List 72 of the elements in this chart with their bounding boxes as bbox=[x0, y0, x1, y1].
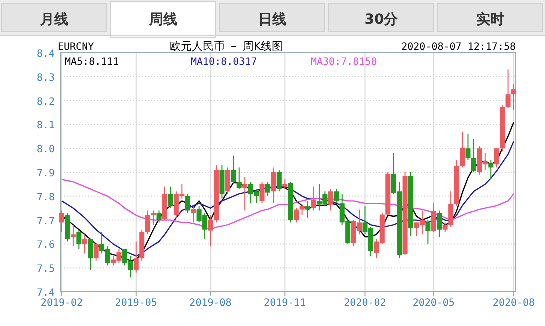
candlestick bbox=[460, 131, 466, 168]
y-tick-label: 8.3 bbox=[36, 72, 55, 84]
text: MA5:8.111 bbox=[65, 57, 120, 68]
candlestick bbox=[488, 160, 494, 180]
candlestick bbox=[437, 210, 442, 238]
y-tick-label: 8.1 bbox=[36, 120, 55, 132]
candlestick bbox=[282, 179, 288, 190]
candlestick bbox=[208, 215, 214, 248]
text: 30分 bbox=[364, 12, 400, 28]
candlestick bbox=[426, 220, 431, 245]
candlestick bbox=[185, 194, 190, 214]
x-tick-label: 2020-05 bbox=[412, 298, 455, 309]
y-tick-label: 7.5 bbox=[36, 264, 55, 276]
candlestick bbox=[466, 134, 471, 162]
candlestick bbox=[494, 148, 500, 168]
x-tick-label: 2019-02 bbox=[40, 298, 84, 309]
candlestick bbox=[328, 188, 334, 212]
y-tick-label: 7.9 bbox=[36, 168, 55, 180]
candlestick bbox=[276, 170, 282, 192]
candlestick bbox=[271, 167, 276, 204]
candlestick bbox=[70, 224, 76, 248]
candlestick bbox=[431, 203, 436, 233]
candlestick bbox=[82, 234, 88, 254]
text: 周线 bbox=[148, 12, 178, 28]
candlestick bbox=[191, 205, 196, 224]
y-tick-label: 7.8 bbox=[36, 192, 55, 204]
y-tick-label: 8.4 bbox=[36, 49, 55, 60]
candlestick bbox=[134, 241, 139, 274]
candlestick bbox=[76, 229, 82, 250]
candlestick bbox=[168, 186, 174, 209]
candlestick bbox=[65, 212, 70, 242]
candlestick bbox=[225, 167, 230, 195]
candlestick bbox=[88, 238, 94, 271]
x-tick-label: 2019-05 bbox=[115, 298, 158, 309]
candlestick bbox=[300, 204, 305, 216]
text: 2020-08-07 12:17:58 bbox=[402, 42, 516, 53]
x-tick-label: 2019-08 bbox=[190, 298, 232, 309]
candlestick bbox=[60, 210, 64, 233]
y-tick-label: 7.4 bbox=[36, 288, 55, 299]
candlestick bbox=[260, 182, 265, 204]
candlestick bbox=[334, 188, 340, 204]
candlestick bbox=[145, 210, 150, 236]
y-tick-label: 8.2 bbox=[36, 96, 55, 108]
candlestick bbox=[506, 69, 511, 108]
y-tick-label: 7.6 bbox=[36, 240, 55, 252]
text: 实时 bbox=[476, 11, 504, 28]
candlestick bbox=[311, 186, 316, 212]
candlestick bbox=[294, 208, 300, 224]
candlestick bbox=[231, 155, 236, 185]
candlestick bbox=[242, 176, 248, 212]
candlestick bbox=[442, 222, 448, 233]
text: MA10:8.0317 bbox=[191, 57, 258, 68]
text: MA30:7.8158 bbox=[311, 57, 378, 68]
candlestick bbox=[306, 200, 311, 218]
chart-title: 欧元人民币 － 周K线图 bbox=[170, 40, 284, 53]
candlestick bbox=[156, 210, 162, 224]
y-tick-label: 7.7 bbox=[36, 216, 55, 228]
candlestick bbox=[220, 164, 225, 200]
text: 日线 bbox=[258, 12, 286, 28]
candlestick bbox=[448, 191, 454, 228]
candlestick bbox=[151, 210, 156, 226]
candlestick bbox=[94, 244, 99, 262]
candlestick bbox=[236, 167, 242, 190]
x-tick-label: 2020-08 bbox=[492, 298, 536, 309]
candlestick bbox=[265, 182, 270, 197]
x-tick-label: 2019-11 bbox=[264, 298, 306, 309]
text: EURCNY bbox=[58, 42, 94, 53]
candlestick bbox=[471, 138, 476, 173]
y-tick-label: 8.0 bbox=[36, 144, 55, 156]
text: 月线 bbox=[40, 12, 68, 28]
candlestick bbox=[512, 84, 516, 111]
x-tick-label: 2020-02 bbox=[344, 298, 386, 309]
